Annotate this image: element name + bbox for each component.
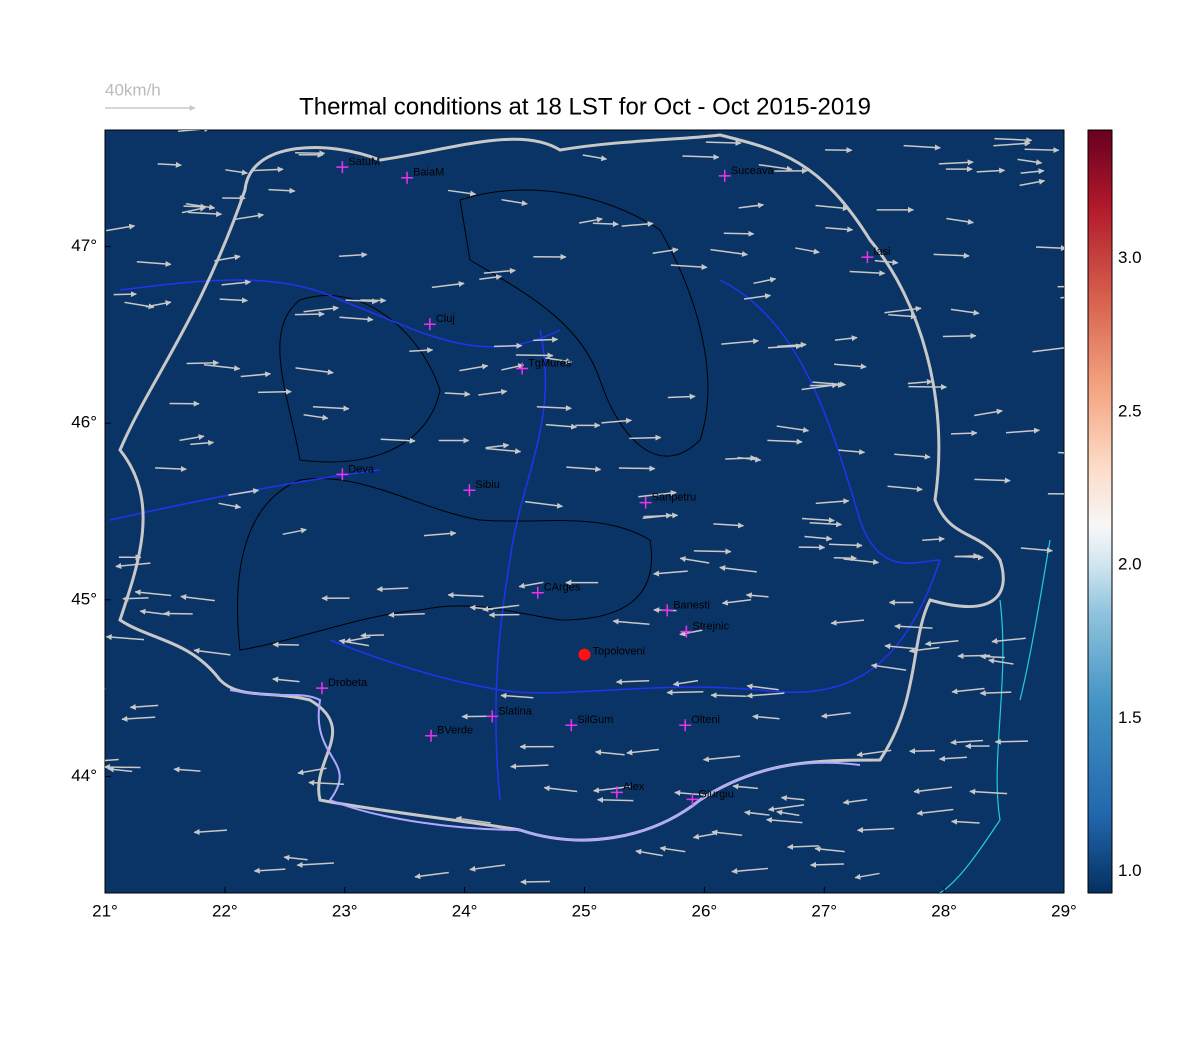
city-label: Iasi	[873, 246, 890, 258]
y-tick-label: 45°	[71, 589, 97, 608]
y-tick-label: 44°	[71, 766, 97, 785]
wind-scale-label: 40km/h	[105, 80, 161, 99]
wind-arrow	[1025, 149, 1059, 150]
city-label: Giurgiu	[698, 788, 733, 800]
city-label: Alex	[623, 781, 645, 793]
wind-arrow	[951, 433, 977, 434]
x-tick-label: 24°	[452, 901, 478, 920]
x-tick-label: 29°	[1051, 901, 1077, 920]
wind-arrow	[619, 468, 655, 469]
wind-arrow	[295, 153, 325, 154]
site-label: Topoloveni	[593, 645, 646, 657]
wind-arrow	[910, 751, 935, 752]
city-label: Strejnic	[692, 621, 729, 633]
wind-arrow	[77, 686, 105, 689]
wind-arrow	[105, 767, 141, 768]
city-label: TgMures	[528, 357, 572, 369]
x-tick-label: 25°	[572, 901, 598, 920]
city-label: BaiaM	[413, 167, 444, 179]
wind-arrow	[114, 294, 137, 295]
city-label: Drobeta	[328, 677, 368, 689]
colorbar	[1088, 130, 1112, 893]
city-label: SilGum	[577, 714, 613, 726]
city-label: Sibiu	[475, 479, 499, 491]
wind-arrow	[834, 558, 857, 559]
wind-arrow	[78, 830, 105, 833]
wind-arrow	[629, 437, 660, 438]
wind-arrow	[724, 233, 754, 234]
city-label: Slatina	[498, 705, 533, 717]
title: Thermal conditions at 18 LST for Oct - O…	[299, 93, 871, 120]
wind-arrow	[598, 800, 634, 801]
colorbar-tick-label: 3.0	[1118, 248, 1142, 267]
wind-arrow	[494, 346, 522, 347]
wind-arrow	[295, 314, 324, 315]
wind-arrow	[516, 355, 553, 356]
wind-arrow	[995, 741, 1028, 742]
city-label: CArges	[544, 582, 581, 594]
wind-arrow	[533, 339, 557, 340]
city-label: BVerde	[437, 725, 473, 737]
colorbar-tick-label: 1.0	[1118, 861, 1142, 880]
x-tick-label: 21°	[92, 901, 118, 920]
y-tick-label: 46°	[71, 413, 97, 432]
colorbar-tick-label: 2.0	[1118, 555, 1142, 574]
wind-arrow	[361, 635, 384, 636]
colorbar-tick-label: 1.5	[1118, 708, 1142, 727]
wind-arrow	[593, 223, 618, 224]
city-label: Banesti	[673, 599, 710, 611]
city-label: Olteni	[691, 714, 720, 726]
x-tick-label: 26°	[692, 901, 718, 920]
wind-arrow	[943, 336, 976, 337]
city-label: Deva	[348, 463, 375, 475]
map-area	[105, 130, 1064, 893]
city-label: Cluj	[436, 313, 455, 325]
wind-arrow	[123, 598, 149, 599]
wind-arrow	[811, 864, 844, 865]
city-label: Suceava	[731, 165, 775, 177]
wind-arrow	[1058, 286, 1090, 287]
wind-arrow	[954, 556, 979, 557]
wind-arrow	[187, 363, 219, 364]
wind-arrow	[258, 392, 291, 393]
city-label: SatuM	[348, 156, 380, 168]
x-tick-label: 22°	[212, 901, 238, 920]
city-label: Sanpetru	[652, 492, 697, 504]
wind-arrow	[706, 142, 741, 143]
x-tick-label: 23°	[332, 901, 358, 920]
colorbar-tick-label: 2.5	[1118, 401, 1142, 420]
site-marker	[579, 649, 591, 661]
x-tick-label: 28°	[931, 901, 957, 920]
x-tick-label: 27°	[811, 901, 837, 920]
y-tick-label: 47°	[71, 236, 97, 255]
wind-arrow	[521, 882, 550, 883]
wind-arrow	[694, 551, 731, 552]
wind-arrow	[667, 692, 703, 693]
